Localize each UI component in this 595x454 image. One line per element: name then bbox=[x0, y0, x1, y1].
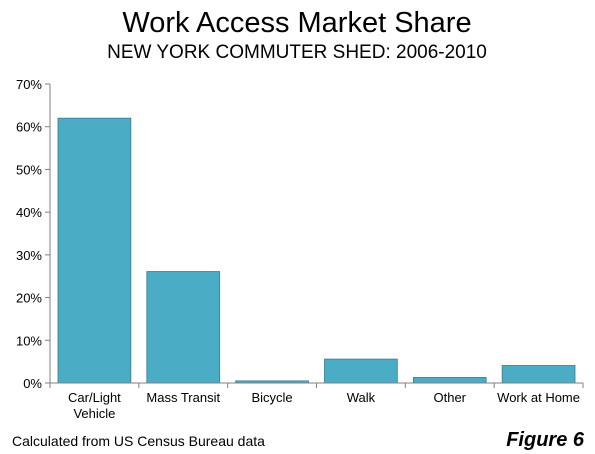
bar bbox=[412, 377, 487, 384]
y-tick-label: 60% bbox=[16, 120, 42, 135]
category-label: Work at Home bbox=[497, 390, 580, 405]
chart-subtitle: NEW YORK COMMUTER SHED: 2006-2010 bbox=[107, 42, 487, 63]
category-label: Walk bbox=[347, 390, 376, 405]
bar bbox=[146, 271, 221, 384]
y-axis: 0% 10% 20% 30% 40% 50% 60% 70% bbox=[16, 77, 51, 391]
y-tick-label: 50% bbox=[16, 162, 42, 177]
y-tick-label: 0% bbox=[23, 376, 42, 391]
bar-series bbox=[57, 117, 576, 384]
bar bbox=[324, 358, 398, 384]
y-tick-label: 30% bbox=[16, 248, 42, 263]
bar bbox=[501, 365, 576, 384]
y-tick-label: 20% bbox=[16, 291, 42, 306]
category-label-line: Car/Light bbox=[68, 390, 121, 405]
y-tick-label: 70% bbox=[16, 77, 42, 92]
category-label: Car/Light Vehicle bbox=[68, 390, 121, 421]
x-axis: Car/Light Vehicle Mass Transit Bicycle Walk O… bbox=[49, 382, 584, 421]
y-tick-label: 10% bbox=[16, 333, 42, 348]
figure-label: Figure 6 bbox=[506, 429, 585, 451]
y-tick-label: 40% bbox=[16, 205, 42, 220]
category-label-line: Walk bbox=[347, 390, 376, 405]
chart-title: Work Access Market Share bbox=[122, 7, 471, 39]
category-label-line: Other bbox=[433, 390, 466, 405]
category-label: Other bbox=[433, 390, 466, 405]
category-label: Bicycle bbox=[251, 390, 292, 405]
category-label: Mass Transit bbox=[146, 390, 220, 405]
category-label-line: Vehicle bbox=[73, 406, 115, 421]
category-label-line: Work at Home bbox=[497, 390, 580, 405]
category-label-line: Mass Transit bbox=[146, 390, 220, 405]
bar bbox=[57, 117, 132, 384]
category-label-line: Bicycle bbox=[251, 390, 292, 405]
source-note: Calculated from US Census Bureau data bbox=[12, 433, 265, 449]
